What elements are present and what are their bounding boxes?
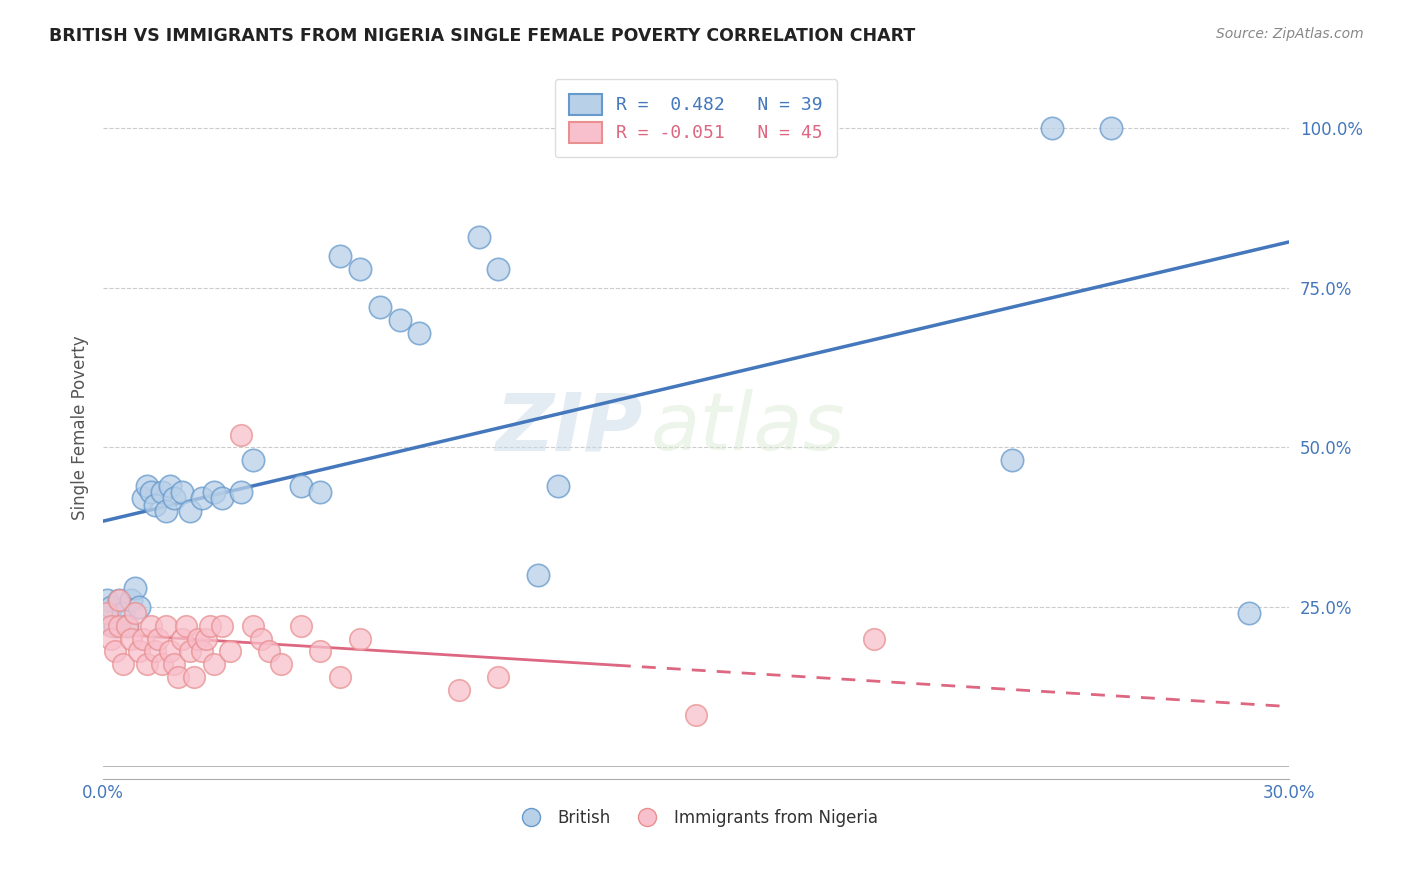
- Point: [100, 619, 122, 633]
- Point: [120, 632, 142, 646]
- Point: [111, 606, 134, 620]
- Point: [1040, 121, 1063, 136]
- Point: [120, 593, 142, 607]
- Point: [290, 478, 312, 492]
- Point: [211, 491, 233, 506]
- Point: [1001, 453, 1024, 467]
- Point: [202, 657, 225, 672]
- Point: [124, 581, 146, 595]
- Point: [111, 657, 134, 672]
- Point: [152, 657, 174, 672]
- Point: [163, 491, 186, 506]
- Point: [486, 261, 509, 276]
- Point: [187, 632, 209, 646]
- Point: [155, 619, 177, 633]
- Text: ZIP: ZIP: [495, 389, 643, 467]
- Point: [250, 632, 273, 646]
- Point: [1239, 606, 1261, 620]
- Point: [183, 670, 205, 684]
- Point: [100, 599, 122, 614]
- Point: [108, 593, 131, 607]
- Point: [547, 478, 569, 492]
- Point: [290, 619, 312, 633]
- Point: [143, 498, 166, 512]
- Point: [349, 632, 371, 646]
- Point: [163, 657, 186, 672]
- Point: [104, 619, 127, 633]
- Point: [231, 427, 253, 442]
- Point: [447, 682, 470, 697]
- Point: [159, 478, 181, 492]
- Point: [135, 478, 157, 492]
- Point: [329, 249, 352, 263]
- Point: [218, 644, 240, 658]
- Text: Source: ZipAtlas.com: Source: ZipAtlas.com: [1216, 27, 1364, 41]
- Point: [159, 644, 181, 658]
- Point: [115, 619, 138, 633]
- Point: [211, 619, 233, 633]
- Point: [148, 632, 170, 646]
- Point: [388, 312, 411, 326]
- Point: [139, 485, 162, 500]
- Point: [155, 504, 177, 518]
- Point: [115, 619, 138, 633]
- Point: [135, 657, 157, 672]
- Point: [242, 453, 264, 467]
- Point: [143, 644, 166, 658]
- Point: [231, 485, 253, 500]
- Point: [124, 606, 146, 620]
- Point: [194, 632, 217, 646]
- Point: [198, 619, 221, 633]
- Point: [257, 644, 280, 658]
- Point: [685, 708, 707, 723]
- Point: [131, 632, 153, 646]
- Point: [128, 599, 150, 614]
- Point: [270, 657, 292, 672]
- Text: BRITISH VS IMMIGRANTS FROM NIGERIA SINGLE FEMALE POVERTY CORRELATION CHART: BRITISH VS IMMIGRANTS FROM NIGERIA SINGL…: [49, 27, 915, 45]
- Point: [96, 606, 118, 620]
- Point: [100, 632, 122, 646]
- Point: [104, 644, 127, 658]
- Point: [329, 670, 352, 684]
- Point: [191, 644, 214, 658]
- Point: [108, 593, 131, 607]
- Point: [174, 619, 197, 633]
- Point: [349, 261, 371, 276]
- Point: [179, 644, 201, 658]
- Point: [128, 644, 150, 658]
- Point: [191, 491, 214, 506]
- Point: [527, 567, 550, 582]
- Text: atlas: atlas: [651, 389, 845, 467]
- Point: [131, 491, 153, 506]
- Point: [309, 644, 332, 658]
- Point: [242, 619, 264, 633]
- Point: [152, 485, 174, 500]
- Point: [862, 632, 884, 646]
- Point: [179, 504, 201, 518]
- Point: [467, 230, 489, 244]
- Point: [172, 485, 194, 500]
- Point: [172, 632, 194, 646]
- Point: [167, 670, 190, 684]
- Point: [368, 300, 391, 314]
- Point: [108, 619, 131, 633]
- Legend: British, Immigrants from Nigeria: British, Immigrants from Nigeria: [508, 803, 884, 834]
- Point: [408, 326, 430, 340]
- Point: [202, 485, 225, 500]
- Point: [1099, 121, 1122, 136]
- Point: [96, 593, 118, 607]
- Point: [486, 670, 509, 684]
- Point: [139, 619, 162, 633]
- Y-axis label: Single Female Poverty: Single Female Poverty: [72, 336, 89, 521]
- Point: [309, 485, 332, 500]
